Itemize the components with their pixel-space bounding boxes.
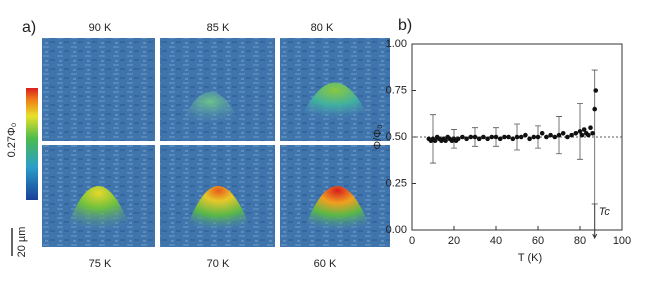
temperature-label: 70 K (207, 258, 230, 270)
y-tick-label: 0.50 (386, 131, 407, 143)
data-point (577, 129, 583, 134)
data-point (539, 130, 545, 136)
data-point (586, 132, 591, 138)
x-tick-label: 0 (409, 235, 415, 247)
image (160, 38, 275, 141)
y-axis-label: Φ/Φ₀ (372, 124, 384, 149)
data-point (468, 134, 474, 140)
data-point (481, 134, 486, 140)
data-point (472, 134, 478, 140)
data-point (455, 136, 461, 142)
temperature-label: 90 K (89, 22, 112, 34)
y-tick-label: 1.00 (386, 38, 407, 50)
tc-arrow (592, 203, 598, 240)
x-tick-label: 60 (532, 235, 544, 247)
scale-bar-label: 20 µm (16, 227, 28, 258)
x-tick-label: 100 (613, 235, 631, 247)
x-axis-label: T (K) (518, 252, 542, 264)
flux-peak (65, 186, 132, 232)
data-point (497, 136, 503, 142)
data-point (579, 132, 585, 138)
data-point (592, 106, 597, 112)
data-point (523, 132, 528, 138)
panel-a: a) 0.27Φ₀ 20 µm 90 K 85 K 80 K 75 K 70 K… (6, 19, 390, 270)
data-point (510, 136, 516, 142)
data-point (502, 134, 507, 140)
panel-label: b) (398, 17, 412, 34)
data-point (518, 134, 524, 140)
x-tick-label: 40 (490, 235, 502, 247)
data-point (476, 136, 482, 142)
data-point (544, 134, 549, 140)
temperature-label: 85 K (207, 22, 230, 34)
image (42, 38, 155, 141)
data-point (573, 130, 579, 136)
colorbar-label: 0.27Φ₀ (6, 123, 18, 158)
data-point (593, 88, 599, 93)
x-tick-label: 80 (574, 235, 586, 247)
tc-label: Tc (599, 206, 611, 218)
data-point (527, 136, 532, 142)
data-point (556, 132, 562, 138)
y-tick-label: 0.75 (386, 84, 407, 96)
y-tick-label: 0.00 (386, 224, 407, 236)
panel-b: b) T (K) Φ/Φ₀ 0.00 0.25 0.50 0.75 1.00 0 20 40 6… (372, 17, 631, 264)
data-point (565, 134, 570, 140)
data-point (590, 130, 595, 136)
flux-peak (180, 91, 240, 125)
temperature-label: 80 K (311, 22, 334, 34)
data-point (514, 134, 520, 140)
temperature-label: 60 K (314, 258, 337, 270)
flux-peak (185, 186, 252, 232)
data-point (552, 134, 558, 140)
data-point (432, 138, 438, 144)
data-point (443, 138, 448, 144)
data-point (460, 134, 465, 140)
data-point (560, 130, 566, 136)
data-point (535, 134, 541, 140)
data-point (531, 134, 537, 140)
data-point (548, 132, 553, 138)
temperature-label: 75 K (89, 258, 112, 270)
data-point (493, 134, 499, 140)
flux-peak (300, 82, 370, 120)
data-point (464, 136, 469, 142)
data-point (506, 134, 511, 140)
panel-label: a) (22, 19, 36, 36)
data-point (485, 136, 490, 142)
x-tick-label: 20 (448, 235, 460, 247)
data-point (569, 132, 574, 138)
colorbar (26, 88, 38, 200)
data-point (581, 127, 587, 132)
data-point (489, 134, 495, 140)
data-point (588, 125, 593, 130)
flux-peak (303, 186, 372, 232)
y-tick-label: 0.25 (386, 177, 407, 189)
